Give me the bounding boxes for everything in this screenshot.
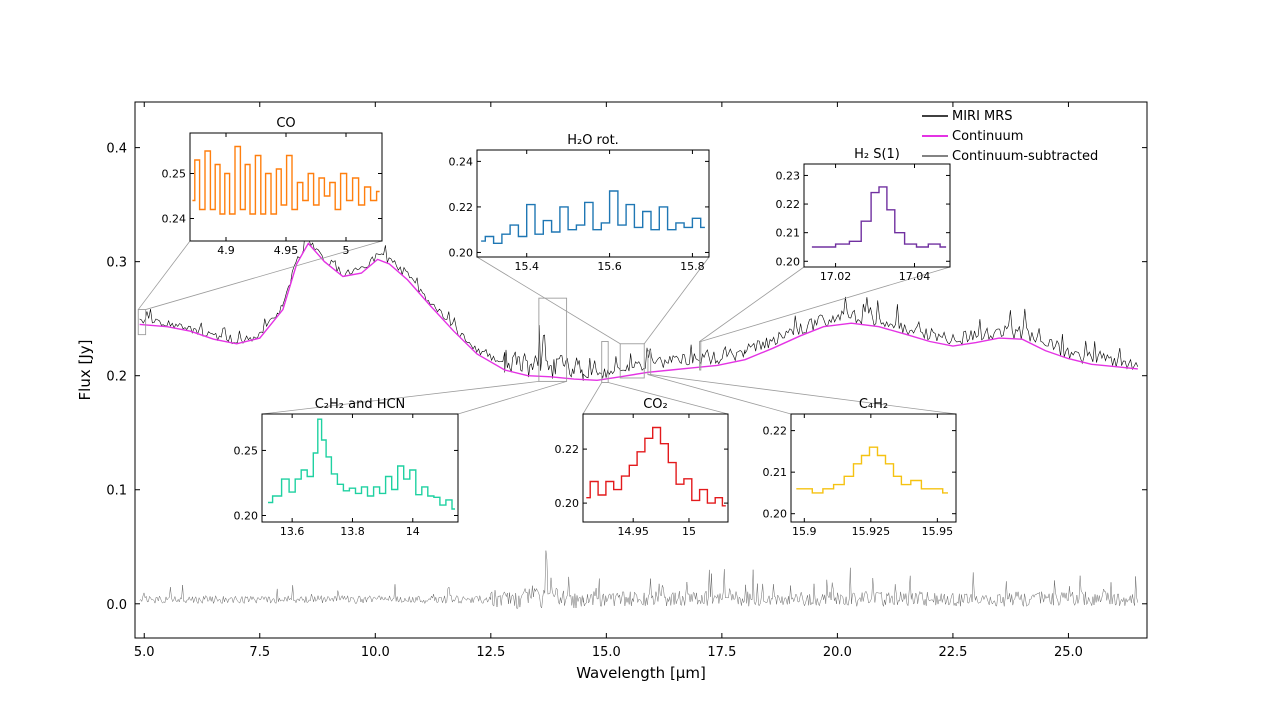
svg-text:0.20: 0.20 [449,246,474,259]
svg-text:0.20: 0.20 [555,497,580,510]
legend-item: MIRI MRS [952,109,1013,124]
legend-item: Continuum [952,129,1023,144]
svg-text:15.0: 15.0 [592,645,621,660]
ylabel: Flux [Jy] [76,340,94,401]
svg-text:0.20: 0.20 [234,509,259,522]
svg-text:15.6: 15.6 [597,260,622,273]
co2-inset-title: CO₂ [643,397,668,412]
co2-inset-callout [583,383,602,414]
co-region [138,310,145,335]
continuum-line [140,243,1138,380]
h2o-inset-title: H₂O rot. [567,133,619,148]
c2h2-inset-frame [262,414,458,522]
legend-item: Continuum-subtracted [952,149,1098,164]
svg-text:15.95: 15.95 [922,525,954,538]
svg-text:15.9: 15.9 [792,525,817,538]
svg-text:0.20: 0.20 [776,255,801,268]
svg-text:10.0: 10.0 [361,645,390,660]
h2s1-inset-callout [700,267,804,341]
co-inset-title: CO [276,116,295,131]
svg-text:4.9: 4.9 [217,244,235,257]
svg-text:0.4: 0.4 [106,142,127,157]
spectrum-figure: 5.0 7.5 10.0 12.5 15.0 17.5 20.0 22.5 25.0 0.0 0.1… [0,0,1279,720]
svg-text:12.5: 12.5 [476,645,505,660]
svg-text:13.6: 13.6 [280,525,305,538]
svg-text:15.8: 15.8 [680,260,705,273]
svg-text:4.95: 4.95 [274,244,299,257]
svg-text:5.0: 5.0 [134,645,155,660]
svg-text:0.20: 0.20 [763,508,788,521]
xlabel: Wavelength [μm] [576,664,706,682]
svg-text:0.25: 0.25 [234,444,259,457]
co2-inset-callout [608,383,728,414]
svg-text:0.3: 0.3 [106,256,127,271]
svg-text:22.5: 22.5 [938,645,967,660]
c4h2-inset-frame [791,414,956,522]
co2-inset-frame [583,414,728,522]
h2s1-region [700,341,701,370]
c4h2-inset-title: C₄H₂ [859,397,888,412]
svg-text:0.2: 0.2 [106,370,127,385]
svg-text:14.95: 14.95 [617,525,649,538]
svg-text:0.21: 0.21 [763,466,788,479]
svg-text:0.24: 0.24 [162,213,187,226]
svg-text:15: 15 [682,525,696,538]
svg-text:0.22: 0.22 [555,443,580,456]
svg-text:20.0: 20.0 [823,645,852,660]
svg-text:0.22: 0.22 [776,198,801,211]
svg-text:0.25: 0.25 [162,168,187,181]
svg-text:7.5: 7.5 [249,645,270,660]
residual-spectrum [140,551,1138,609]
h2s1-inset-frame [804,164,950,267]
svg-text:25.0: 25.0 [1054,645,1083,660]
svg-text:0.21: 0.21 [776,227,801,240]
svg-text:0.0: 0.0 [106,598,127,613]
c4h2-inset-callout [648,375,791,414]
svg-text:15.4: 15.4 [514,260,539,273]
svg-text:17.5: 17.5 [707,645,736,660]
h2s1-inset-title: H₂ S(1) [854,147,900,162]
svg-text:5: 5 [343,244,350,257]
svg-text:15.925: 15.925 [852,525,891,538]
svg-text:0.22: 0.22 [763,425,788,438]
svg-text:17.02: 17.02 [820,270,852,283]
svg-text:14: 14 [406,525,420,538]
svg-text:0.22: 0.22 [449,201,474,214]
c4h2-inset-callout [651,375,956,414]
svg-text:0.1: 0.1 [106,484,127,499]
svg-text:0.24: 0.24 [449,155,474,168]
svg-text:0.23: 0.23 [776,169,801,182]
svg-text:13.8: 13.8 [340,525,365,538]
co2-region [602,341,608,382]
c2h2-inset-callout [458,381,567,414]
svg-text:17.04: 17.04 [899,270,931,283]
c2h2-inset-title: C₂H₂ and HCN [315,397,406,412]
